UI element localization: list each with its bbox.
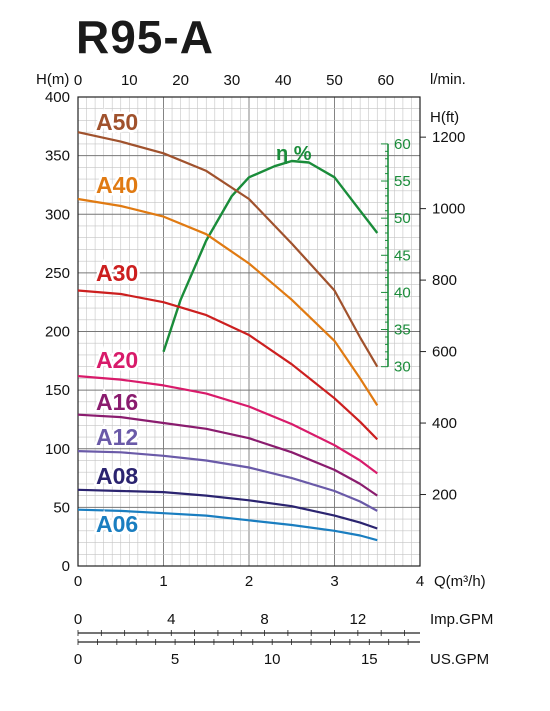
ft-tick-label: 1000 — [432, 201, 465, 218]
y-axis-label: H(m) — [36, 71, 69, 88]
series-line-a12 — [77, 450, 378, 512]
series-label-a20: A20 — [96, 347, 138, 373]
top-axis-label: l/min. — [430, 71, 466, 88]
us-gpm-unit: US.GPM — [430, 651, 489, 668]
y-tick-label: 50 — [53, 499, 70, 516]
series-label-a30: A30 — [96, 260, 138, 286]
efficiency-tick-label: 30 — [394, 359, 411, 376]
efficiency-tick-label: 55 — [394, 173, 411, 190]
top-tick-label: 0 — [74, 72, 82, 89]
efficiency-tick-label: 50 — [394, 210, 411, 227]
top-tick-label: 60 — [377, 72, 394, 89]
y-tick-label: 150 — [45, 382, 70, 399]
series-line-a06 — [77, 508, 378, 542]
ft-tick-label: 800 — [432, 272, 457, 289]
us-gpm-label: 10 — [264, 651, 281, 668]
us-gpm-label: 15 — [361, 651, 378, 668]
ft-tick-label: 400 — [432, 415, 457, 432]
series-label-a50: A50 — [96, 109, 138, 135]
x-tick-label: 0 — [74, 573, 82, 590]
efficiency-curve — [162, 159, 379, 353]
x-tick-label: 4 — [416, 573, 424, 590]
series-label-a16: A16 — [96, 389, 138, 415]
imp-gpm-unit: Imp.GPM — [430, 611, 493, 628]
ft-tick-label: 600 — [432, 344, 457, 361]
y-tick-label: 250 — [45, 265, 70, 282]
y-tick-label: 300 — [45, 206, 70, 223]
series-line-a08 — [77, 488, 378, 530]
chart-title: R95-A — [76, 11, 214, 63]
plot-frame — [77, 96, 421, 567]
series-label-a12: A12 — [96, 424, 138, 450]
series-label-a08: A08 — [96, 463, 138, 489]
efficiency-tick-label: 40 — [394, 284, 411, 301]
y-tick-label: 200 — [45, 324, 70, 341]
efficiency-label: η % — [276, 143, 312, 165]
imp-gpm-label: 0 — [74, 611, 82, 628]
x-tick-label: 1 — [159, 573, 167, 590]
top-tick-label: 40 — [275, 72, 292, 89]
imp-gpm-label: 8 — [260, 611, 268, 628]
y-tick-label: 400 — [45, 89, 70, 106]
x-tick-label: 2 — [245, 573, 253, 590]
series-line-a16 — [77, 413, 378, 497]
us-gpm-label: 0 — [74, 651, 82, 668]
imp-gpm-label: 12 — [350, 611, 367, 628]
top-tick-label: 20 — [172, 72, 189, 89]
series-label-a06: A06 — [96, 511, 138, 537]
top-tick-label: 10 — [121, 72, 138, 89]
y-tick-label: 0 — [62, 558, 70, 575]
series-line-a40 — [77, 197, 379, 406]
right-axis-label: H(ft) — [430, 109, 459, 126]
efficiency-tick-label: 45 — [394, 247, 411, 264]
series-label-a40: A40 — [96, 172, 138, 198]
series-line-a20 — [77, 375, 378, 475]
efficiency-tick-label: 60 — [394, 136, 411, 153]
grid — [77, 96, 421, 567]
y-tick-label: 350 — [45, 148, 70, 165]
x-tick-label: 3 — [330, 573, 338, 590]
ft-tick-label: 200 — [432, 487, 457, 504]
series-line-a30 — [77, 289, 379, 441]
top-tick-label: 50 — [326, 72, 343, 89]
imp-gpm-label: 4 — [167, 611, 175, 628]
top-tick-label: 30 — [224, 72, 241, 89]
ft-tick-label: 1200 — [432, 129, 465, 146]
efficiency-tick-label: 35 — [394, 322, 411, 339]
us-gpm-label: 5 — [171, 651, 179, 668]
x-axis-label: Q(m³/h) — [434, 573, 486, 590]
y-tick-label: 100 — [45, 441, 70, 458]
series-line-a50 — [77, 131, 379, 368]
